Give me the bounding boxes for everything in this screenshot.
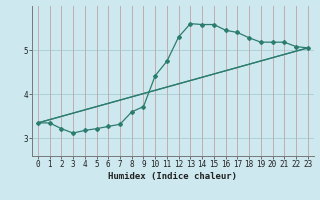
X-axis label: Humidex (Indice chaleur): Humidex (Indice chaleur)	[108, 172, 237, 181]
